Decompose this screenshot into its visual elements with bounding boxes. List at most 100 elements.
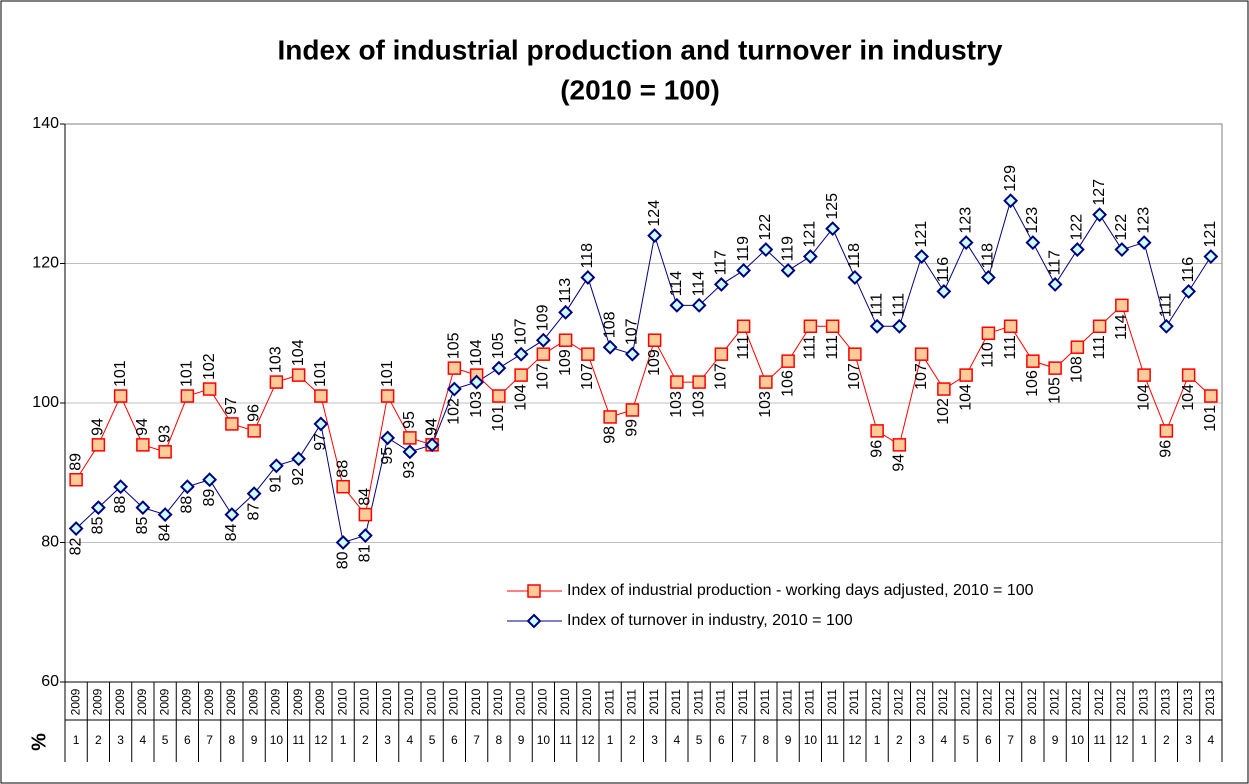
marker [136,438,150,452]
marker [535,332,551,348]
x-year-label: 2010 [558,688,572,715]
marker [1204,389,1218,403]
data-label: 96 [1158,440,1175,458]
data-label: 119 [779,236,796,262]
data-label: 101 [312,360,329,387]
x-tick-label: 7 [740,733,747,747]
x-year-label: 2009 [246,688,260,715]
marker [691,297,707,313]
data-label: 118 [579,243,596,269]
x-year-label: 2012 [914,688,928,715]
marker [91,438,106,452]
data-label: 92 [290,468,307,486]
marker [914,249,930,264]
marker [847,270,863,285]
x-tick-label: 8 [229,733,236,747]
marker [647,228,663,244]
marker [758,242,774,257]
marker [202,472,218,488]
x-tick-label: 11 [826,733,839,747]
marker [135,500,151,516]
x-year-label: 2011 [669,689,683,715]
y-tick-label: 140 [32,115,59,132]
x-year-label: 2012 [1047,688,1061,715]
data-label: 88 [334,460,351,478]
x-year-label: 2009 [135,688,149,715]
x-tick-label: 3 [651,733,658,747]
data-label: 109 [557,349,574,376]
x-year-label: 2012 [981,688,995,715]
x-year-label: 2010 [580,688,594,715]
data-label: 124 [646,200,663,227]
marker [713,277,729,292]
legend-marker [527,584,541,598]
x-tick-label: 3 [384,733,391,747]
marker [1159,424,1174,438]
marker [825,221,841,237]
x-year-label: 2010 [447,688,461,715]
data-label: 105 [490,332,507,359]
marker [246,486,262,502]
data-label: 107 [846,363,863,390]
data-label: 123 [1024,207,1041,234]
x-tick-label: 6 [718,733,725,747]
data-label: 104 [957,384,974,411]
x-tick-label: 5 [696,733,703,747]
data-label: 108 [1069,356,1086,383]
x-tick-label: 4 [674,733,681,747]
x-year-label: 2012 [869,688,883,715]
marker [113,389,128,403]
x-tick-label: 11 [292,733,305,747]
y-tick-label: 120 [32,255,59,272]
marker [802,249,818,264]
x-year-label: 2011 [758,689,772,715]
data-label: 103 [668,391,685,418]
data-label: 117 [713,250,730,276]
x-year-label: 2010 [469,688,483,715]
data-label: 104 [1135,384,1152,411]
marker [1025,235,1041,250]
x-year-label: 2011 [736,689,750,715]
x-tick-label: 2 [95,733,102,747]
x-year-label: 2012 [958,688,972,715]
data-label: 104 [290,339,307,366]
data-label: 82 [67,537,84,555]
marker [424,437,440,453]
x-year-label: 2011 [714,689,728,715]
x-tick-label: 4 [407,733,414,747]
data-label: 129 [1002,165,1019,192]
series-line [75,199,1212,544]
x-tick-label: 11 [1093,733,1106,747]
data-label: 111 [735,335,752,359]
marker [714,347,729,361]
x-year-label: 2012 [1025,688,1039,715]
x-tick-label: 12 [581,733,595,747]
x-year-label: 2012 [936,688,950,715]
marker [268,458,284,474]
x-year-label: 2011 [803,689,817,715]
marker [825,319,840,334]
x-tick-label: 7 [206,733,213,747]
data-label: 106 [1024,370,1041,397]
data-label: 109 [535,304,552,331]
marker [514,368,528,382]
x-year-label: 2010 [380,688,394,715]
data-label: 110 [980,342,997,368]
legend-marker [526,613,542,629]
marker [492,389,506,403]
x-tick-label: 10 [270,733,284,747]
marker [403,431,417,445]
x-tick-label: 1 [73,733,80,747]
data-label: 119 [735,236,752,262]
marker [891,318,907,334]
marker [759,375,773,389]
x-year-label: 2013 [1181,688,1195,715]
x-year-label: 2009 [68,688,82,715]
chart-subtitle: (2010 = 100) [560,74,720,105]
y-tick-label: 60 [41,673,59,690]
marker [469,374,485,390]
data-label: 89 [201,489,218,507]
x-tick-label: 1 [1141,733,1148,747]
marker [603,410,617,424]
data-label: 95 [401,411,418,429]
